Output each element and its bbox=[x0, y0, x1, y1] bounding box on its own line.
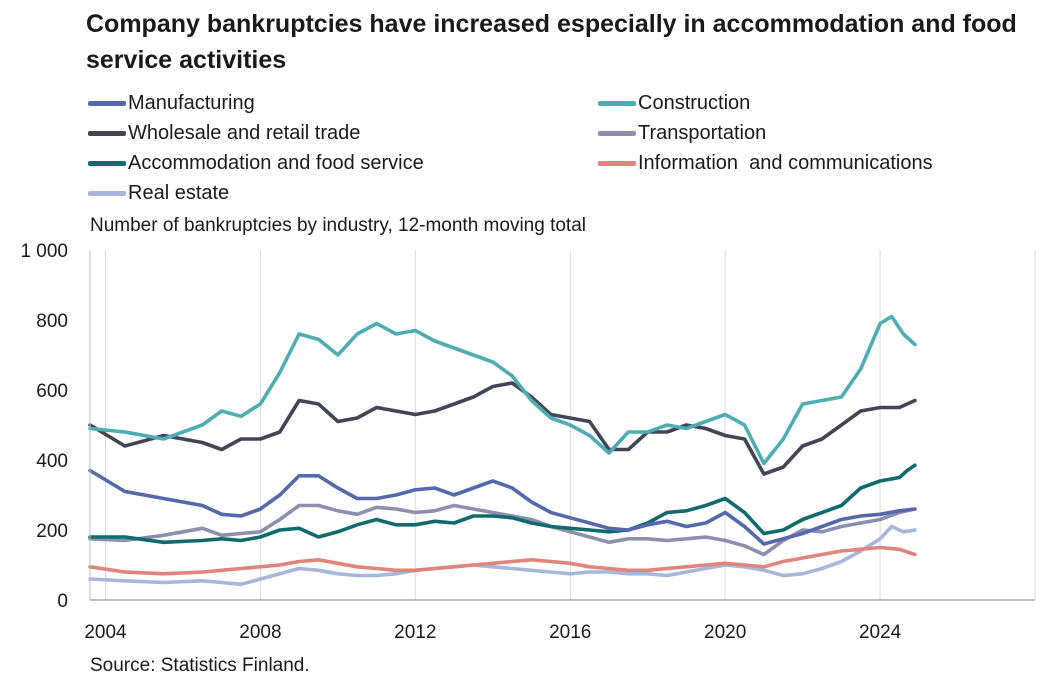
x-tick-label: 2024 bbox=[859, 622, 902, 643]
legend-swatch-accommodation bbox=[88, 160, 126, 166]
legend-item-transportation: Transportation bbox=[598, 118, 766, 148]
legend-swatch-real-estate bbox=[88, 190, 126, 196]
legend-item-information: Information and communications bbox=[598, 148, 933, 178]
legend-swatch-transportation bbox=[598, 130, 636, 136]
series-lines bbox=[88, 314, 917, 587]
legend-swatch-information bbox=[598, 160, 636, 166]
series-line-real-estate bbox=[88, 524, 917, 587]
series-line-transportation bbox=[88, 503, 917, 557]
y-tick-label: 600 bbox=[36, 381, 68, 402]
legend-item-construction: Construction bbox=[598, 88, 750, 118]
legend-item-manufacturing: Manufacturing bbox=[88, 88, 255, 118]
x-tick-label: 2020 bbox=[704, 622, 746, 643]
legend-swatch-wholesale bbox=[88, 130, 126, 136]
legend-label-transportation: Transportation bbox=[638, 121, 767, 144]
series-line-information-and-communications bbox=[88, 545, 917, 576]
legend-label-construction: Construction bbox=[638, 91, 751, 114]
legend-item-wholesale: Wholesale and retail trade bbox=[88, 118, 360, 148]
x-tick-label: 2004 bbox=[84, 622, 127, 643]
y-tick-label: 800 bbox=[36, 311, 68, 332]
legend-label-manufacturing: Manufacturing bbox=[128, 91, 255, 114]
legend-label-wholesale: Wholesale and retail trade bbox=[128, 121, 361, 144]
y-tick-label: 200 bbox=[36, 521, 68, 542]
y-tick-label: 400 bbox=[36, 451, 68, 472]
x-tick-label: 2012 bbox=[394, 622, 436, 643]
x-tick-label: 2008 bbox=[239, 622, 281, 643]
line-chart: 0 200 400 600 800 1 000 2004 2008 2012 2016 2020 20… bbox=[20, 241, 1036, 643]
series-line-accommodation-and-food-service bbox=[88, 463, 917, 545]
legend-swatch-manufacturing bbox=[88, 100, 126, 106]
y-tick-label: 0 bbox=[57, 591, 68, 612]
y-tick-label: 1 000 bbox=[20, 241, 68, 262]
tick-labels: 0 200 400 600 800 1 000 2004 2008 2012 2016 2020 20… bbox=[20, 241, 901, 643]
axes bbox=[89, 250, 1035, 601]
legend-item-real-estate: Real estate bbox=[88, 178, 229, 208]
legend-label-information: Information and communications bbox=[638, 151, 933, 174]
chart-legend: Manufacturing Construction Wholesale and… bbox=[88, 88, 1038, 208]
series-line-construction bbox=[88, 314, 917, 466]
legend-label-accommodation: Accommodation and food service bbox=[128, 151, 424, 174]
x-tick-label: 2016 bbox=[549, 622, 591, 643]
legend-label-real-estate: Real estate bbox=[128, 181, 230, 204]
legend-item-accommodation: Accommodation and food service bbox=[88, 148, 424, 178]
series-line-manufacturing bbox=[88, 468, 917, 546]
legend-swatch-construction bbox=[598, 100, 636, 106]
chart-source: Source: Statistics Finland. bbox=[90, 655, 310, 676]
series-line-wholesale-and-retail-trade bbox=[88, 381, 917, 476]
chart-subtitle: Number of bankruptcies by industry, 12-m… bbox=[90, 215, 586, 236]
chart-title: Company bankruptcies have increased espe… bbox=[86, 10, 1017, 74]
